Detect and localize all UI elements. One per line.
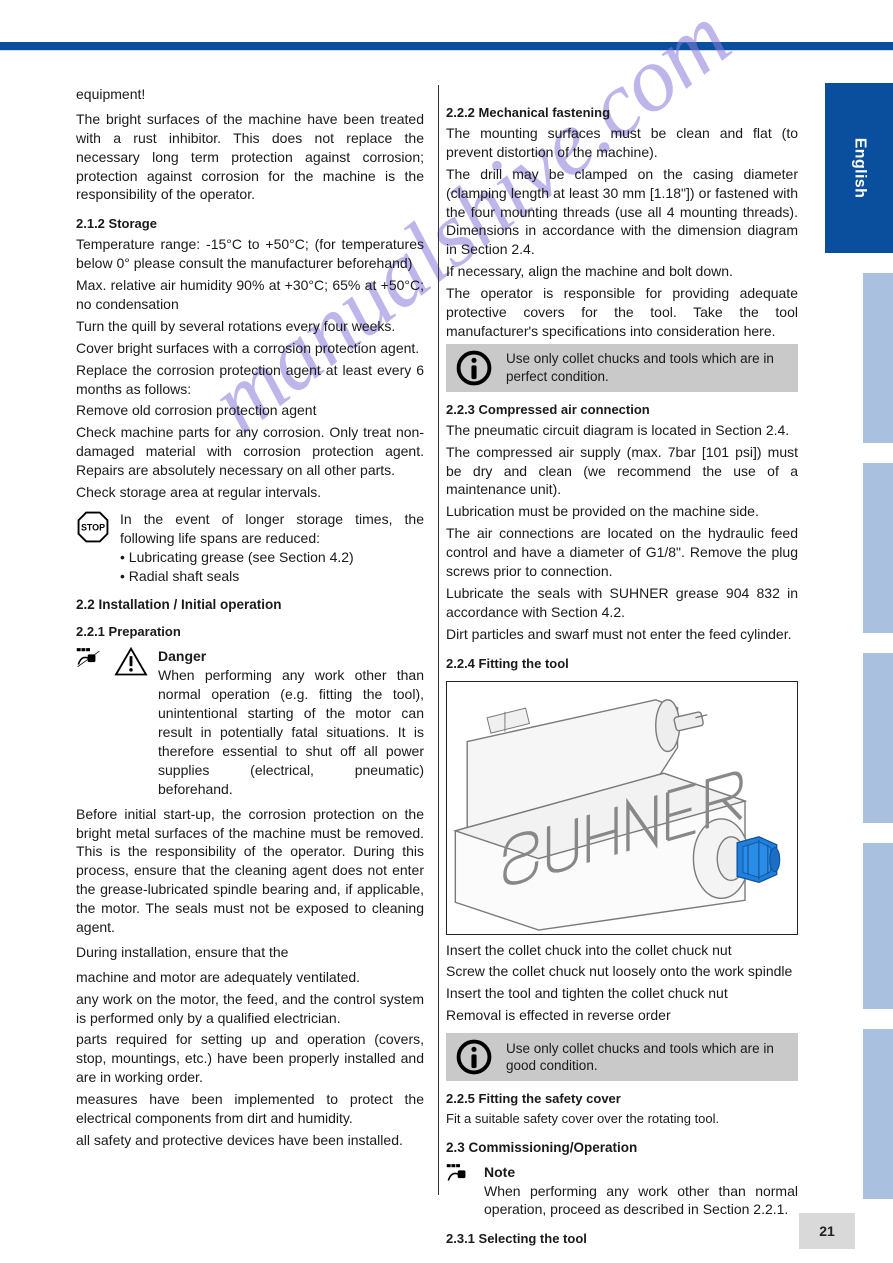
note-callout: Note When performing any work other than… xyxy=(446,1163,798,1220)
note-body: When performing any work other than norm… xyxy=(484,1183,798,1218)
fit-block: Insert the collet chuck into the collet … xyxy=(446,941,798,1026)
page-number: 21 xyxy=(799,1213,855,1249)
air-line: The compressed air supply (max. 7bar [10… xyxy=(446,443,798,500)
install-line: any work on the motor, the feed, and the… xyxy=(76,990,424,1028)
storage-line: Replace the corrosion protection agent a… xyxy=(76,361,424,399)
info-text-2: Use only collet chucks and tools which a… xyxy=(506,1040,788,1075)
danger-text: Danger When performing any work other th… xyxy=(158,647,424,798)
left-column: equipment! The bright surfaces of the ma… xyxy=(76,85,424,1153)
column-divider xyxy=(438,85,439,1195)
unplug-icon xyxy=(76,647,104,676)
storage-line: Max. relative air humidity 90% at +30°C;… xyxy=(76,276,424,314)
stop-icon: STOP xyxy=(76,510,110,549)
air-line: Dirt particles and swarf must not enter … xyxy=(446,625,798,644)
warning-icon xyxy=(114,647,148,682)
safety-line: Fit a suitable safety cover over the rot… xyxy=(446,1110,798,1128)
storage-line: Check storage area at regular intervals. xyxy=(76,483,424,502)
side-tab-3 xyxy=(863,653,893,823)
install-line: all safety and protective devices have b… xyxy=(76,1131,424,1150)
air-line: The pneumatic circuit diagram is located… xyxy=(446,421,798,440)
fit-line: Screw the collet chuck nut loosely onto … xyxy=(446,962,798,981)
mech-block: The mounting surfaces must be clean and … xyxy=(446,124,798,341)
side-tab-5 xyxy=(863,1029,893,1199)
fit-line: Insert the tool and tighten the collet c… xyxy=(446,984,798,1003)
fit-line: Removal is effected in reverse order xyxy=(446,1006,798,1025)
air-block: The pneumatic circuit diagram is located… xyxy=(446,421,798,644)
para-install-ensure: During installation, ensure that the xyxy=(76,943,424,962)
mech-line: The mounting surfaces must be clean and … xyxy=(446,124,798,162)
heading-mechanical: 2.2.2 Mechanical fastening xyxy=(446,105,798,120)
info-text-1: Use only collet chucks and tools which a… xyxy=(506,350,788,385)
storage-line: Remove old corrosion protection agent xyxy=(76,401,424,420)
heading-storage: 2.1.2 Storage xyxy=(76,216,424,231)
danger-title: Danger xyxy=(158,648,206,664)
side-tab-4 xyxy=(863,843,893,1009)
heading-installation: 2.2 Installation / Initial operation xyxy=(76,597,424,612)
storage-line: Turn the quill by several rotations ever… xyxy=(76,317,424,336)
para-equipment: equipment! xyxy=(76,85,424,104)
note-text: Note When performing any work other than… xyxy=(484,1163,798,1220)
heading-preparation: 2.2.1 Preparation xyxy=(76,624,424,639)
air-line: The air connections are located on the h… xyxy=(446,524,798,581)
air-line: Lubrication must be provided on the mach… xyxy=(446,502,798,521)
fit-line: Insert the collet chuck into the collet … xyxy=(446,941,798,960)
stop-callout: STOP In the event of longer storage time… xyxy=(76,510,424,586)
side-tab-label: English xyxy=(850,138,868,199)
storage-line: Temperature range: -15°C to +50°C; (for … xyxy=(76,235,424,273)
note-title: Note xyxy=(484,1164,515,1180)
collet-figure xyxy=(446,681,798,935)
heading-air: 2.2.3 Compressed air connection xyxy=(446,402,798,417)
install-line: parts required for setting up and operat… xyxy=(76,1030,424,1087)
para-before-start: Before initial start-up, the corrosion p… xyxy=(76,805,424,937)
side-tab-language: English xyxy=(825,83,893,253)
side-tab-1 xyxy=(863,273,893,443)
heading-commissioning: 2.3 Commissioning/Operation xyxy=(446,1140,798,1155)
storage-block: Temperature range: -15°C to +50°C; (for … xyxy=(76,235,424,502)
mech-line: The operator is responsible for providin… xyxy=(446,284,798,341)
mech-line: If necessary, align the machine and bolt… xyxy=(446,262,798,281)
heading-select-tool: 2.3.1 Selecting the tool xyxy=(446,1231,798,1246)
svg-text:STOP: STOP xyxy=(81,522,105,532)
para-rust: The bright surfaces of the machine have … xyxy=(76,110,424,204)
right-column: 2.2.2 Mechanical fastening The mounting … xyxy=(446,93,798,1250)
heading-fit-tool: 2.2.4 Fitting the tool xyxy=(446,656,798,671)
info-callout-1: Use only collet chucks and tools which a… xyxy=(446,344,798,392)
danger-callout: Danger When performing any work other th… xyxy=(76,647,424,798)
air-line: Lubricate the seals with SUHNER grease 9… xyxy=(446,584,798,622)
install-line: machine and motor are adequately ventila… xyxy=(76,968,424,987)
side-tab-2 xyxy=(863,463,893,633)
install-line: measures have been implemented to protec… xyxy=(76,1090,424,1128)
stop-text: In the event of longer storage times, th… xyxy=(120,510,424,586)
storage-line: Cover bright surfaces with a corrosion p… xyxy=(76,339,424,358)
mech-line: The drill may be clamped on the casing d… xyxy=(446,165,798,259)
heading-safety-cover: 2.2.5 Fitting the safety cover xyxy=(446,1091,798,1106)
unplug-icon xyxy=(446,1163,474,1192)
danger-body: When performing any work other than norm… xyxy=(158,667,424,796)
info-icon xyxy=(456,1039,492,1075)
storage-line: Check machine parts for any corrosion. O… xyxy=(76,423,424,480)
info-callout-2: Use only collet chucks and tools which a… xyxy=(446,1033,798,1081)
info-icon xyxy=(456,350,492,386)
page: English manualshive.com equipment! The b… xyxy=(0,0,893,1263)
install-list: machine and motor are adequately ventila… xyxy=(76,968,424,1150)
top-rule xyxy=(0,42,893,50)
